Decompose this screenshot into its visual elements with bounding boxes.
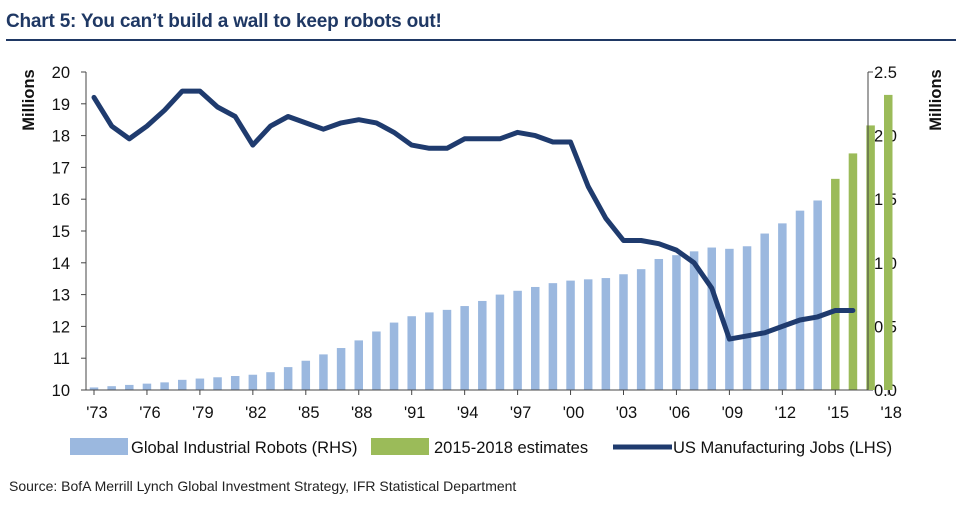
legend: Global Industrial Robots (RHS) 2015-2018… [70, 438, 892, 457]
x-tick-label: '85 [298, 404, 320, 422]
robot-bar [354, 340, 363, 390]
robot-bar [548, 283, 558, 390]
x-tick-label: '03 [616, 404, 638, 422]
robot-bar [107, 386, 116, 390]
robot-bar [601, 278, 611, 390]
robot-bar [654, 258, 664, 390]
left-tick-label: 10 [52, 382, 70, 400]
robot-bar [442, 309, 452, 390]
left-axis-label: Millions [20, 69, 38, 130]
robot-bar [248, 374, 258, 390]
x-tick-label: '94 [457, 404, 479, 422]
robot-bar [460, 306, 469, 390]
robot-bar [89, 387, 99, 390]
robot-bar [125, 384, 134, 390]
robot-bar [336, 348, 346, 390]
left-tick-label: 12 [52, 318, 70, 336]
left-tick-label: 13 [52, 287, 70, 305]
x-tick-label: '73 [86, 404, 108, 422]
left-tick-label: 19 [52, 96, 70, 114]
left-tick-label: 17 [52, 159, 70, 177]
legend-swatch-estimates [371, 438, 429, 455]
robot-bar [283, 367, 293, 390]
chart-title: Chart 5: You can’t build a wall to keep … [6, 11, 442, 32]
robot-bar [372, 331, 381, 390]
estimate-bar [884, 94, 893, 391]
robot-bar [725, 248, 734, 390]
left-tick-label: 20 [52, 64, 70, 82]
robot-bar [195, 378, 205, 390]
x-tick-label: '00 [563, 404, 585, 422]
legend-label-robots: Global Industrial Robots (RHS) [131, 439, 358, 457]
estimate-bar [848, 153, 858, 390]
right-tick-label: 2.5 [874, 64, 897, 82]
right-axis-label: Millions [927, 69, 945, 130]
robot-bar [230, 376, 240, 390]
x-axis: '73 '76 '79 '82 '85 '88 '91 '94 '97 '00 '03 '06 '09 '… [86, 390, 902, 422]
robot-bar [178, 379, 187, 390]
robot-bar [583, 279, 593, 390]
left-tick-label: 11 [53, 350, 70, 368]
estimate-bar [831, 178, 840, 390]
robot-bar [160, 382, 169, 390]
robot-bar [742, 246, 752, 390]
left-tick-label: 15 [52, 223, 70, 241]
robot-bar [425, 312, 434, 390]
robot-bar [213, 377, 222, 390]
line-layer [91, 88, 856, 342]
robot-bar [760, 233, 769, 390]
x-tick-label: '88 [351, 404, 373, 422]
left-tick-label: 14 [52, 255, 70, 273]
robot-bar [142, 383, 152, 390]
left-axis: 10 11 12 13 14 15 16 17 18 19 20 [52, 64, 86, 400]
robot-bar [619, 274, 628, 390]
legend-label-estimates: 2015-2018 estimates [434, 439, 588, 457]
x-tick-label: '06 [669, 404, 691, 422]
x-tick-label: '91 [404, 404, 426, 422]
robot-bar [301, 360, 311, 390]
bars [89, 94, 893, 391]
robot-bar [813, 200, 822, 390]
left-tick-label: 16 [52, 191, 70, 209]
x-tick-label: '97 [510, 404, 532, 422]
x-tick-label: '09 [722, 404, 744, 422]
robot-bar [478, 300, 487, 390]
x-tick-label: '12 [775, 404, 797, 422]
source-note: Source: BofA Merrill Lynch Global Invest… [9, 478, 517, 494]
robot-bar [707, 247, 716, 390]
robot-bar [795, 210, 805, 390]
robot-bar [531, 286, 540, 390]
robot-bar [636, 269, 646, 390]
x-tick-label: '82 [245, 404, 267, 422]
robot-bar [672, 255, 681, 390]
robot-bar [566, 280, 575, 390]
x-tick-label: '79 [192, 404, 214, 422]
jobs-line [91, 88, 856, 342]
robot-bar [319, 354, 328, 390]
robot-bar [513, 290, 522, 390]
robot-bar [495, 294, 505, 390]
robot-bar [689, 251, 699, 390]
x-tick-label: '18 [880, 404, 902, 422]
robot-bar [778, 223, 787, 390]
robot-bar [407, 316, 416, 390]
title-rule [6, 39, 956, 41]
legend-swatch-robots [70, 438, 128, 455]
robot-bar [389, 322, 399, 390]
legend-label-jobs: US Manufacturing Jobs (LHS) [673, 439, 892, 457]
estimate-bar [866, 125, 875, 390]
robot-bar [266, 372, 275, 390]
x-tick-label: '15 [828, 404, 850, 422]
left-tick-label: 18 [52, 128, 70, 146]
x-tick-label: '76 [139, 404, 161, 422]
